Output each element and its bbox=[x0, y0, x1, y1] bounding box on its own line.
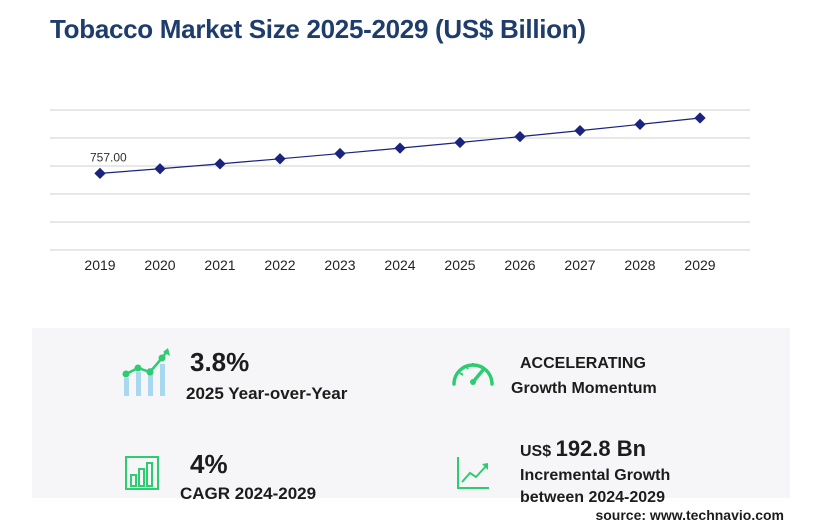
x-tick-label: 2019 bbox=[84, 257, 115, 273]
data-label: 757.00 bbox=[90, 150, 127, 164]
x-tick-label: 2027 bbox=[564, 257, 595, 273]
x-tick-label: 2024 bbox=[384, 257, 415, 273]
data-point bbox=[274, 153, 286, 165]
x-tick-label: 2022 bbox=[264, 257, 295, 273]
data-point bbox=[334, 147, 346, 160]
bar-chart-icon bbox=[125, 456, 159, 490]
data-point bbox=[394, 142, 406, 154]
incremental-label-line1: Incremental Growth bbox=[520, 467, 671, 484]
currency-prefix: US$ bbox=[520, 443, 552, 460]
x-tick-label: 2028 bbox=[624, 257, 655, 273]
line-chart: 2019 2020 2021 2022 2023 2024 2025 2026 2027 2028… bbox=[50, 109, 750, 273]
yoy-value: 3.8% bbox=[190, 347, 250, 377]
data-point bbox=[94, 167, 106, 180]
incremental-value: 192.8 Bn bbox=[555, 436, 647, 461]
growth-chart-icon bbox=[122, 348, 170, 396]
data-point bbox=[454, 136, 466, 149]
chart-title: Tobacco Market Size 2025-2029 (US$ Billi… bbox=[50, 14, 586, 44]
data-point bbox=[214, 158, 226, 170]
incremental-label-line2: between 2024-2029 bbox=[520, 489, 665, 506]
x-tick-label: 2021 bbox=[204, 257, 235, 273]
source-credit: source: www.technavio.com bbox=[595, 507, 784, 523]
data-point bbox=[694, 112, 706, 124]
x-tick-label: 2029 bbox=[684, 257, 715, 273]
momentum-label: Growth Momentum bbox=[511, 380, 657, 397]
x-tick-label: 2025 bbox=[444, 257, 475, 273]
x-tick-label: 2026 bbox=[504, 257, 535, 273]
data-point bbox=[154, 163, 166, 175]
cagr-label: CAGR 2024-2029 bbox=[180, 484, 317, 503]
momentum-value: ACCELERATING bbox=[520, 355, 646, 372]
yoy-label: 2025 Year-over-Year bbox=[186, 384, 348, 403]
x-tick-label: 2023 bbox=[324, 257, 355, 273]
speedometer-icon bbox=[452, 363, 494, 386]
data-point bbox=[514, 130, 526, 143]
x-tick-label: 2020 bbox=[144, 257, 175, 273]
incremental-value-line: US$ 192.8 Bn bbox=[520, 436, 646, 462]
data-point bbox=[634, 118, 646, 131]
cagr-value: 4% bbox=[190, 449, 228, 479]
trend-line-icon bbox=[457, 457, 489, 489]
data-point bbox=[574, 124, 586, 137]
